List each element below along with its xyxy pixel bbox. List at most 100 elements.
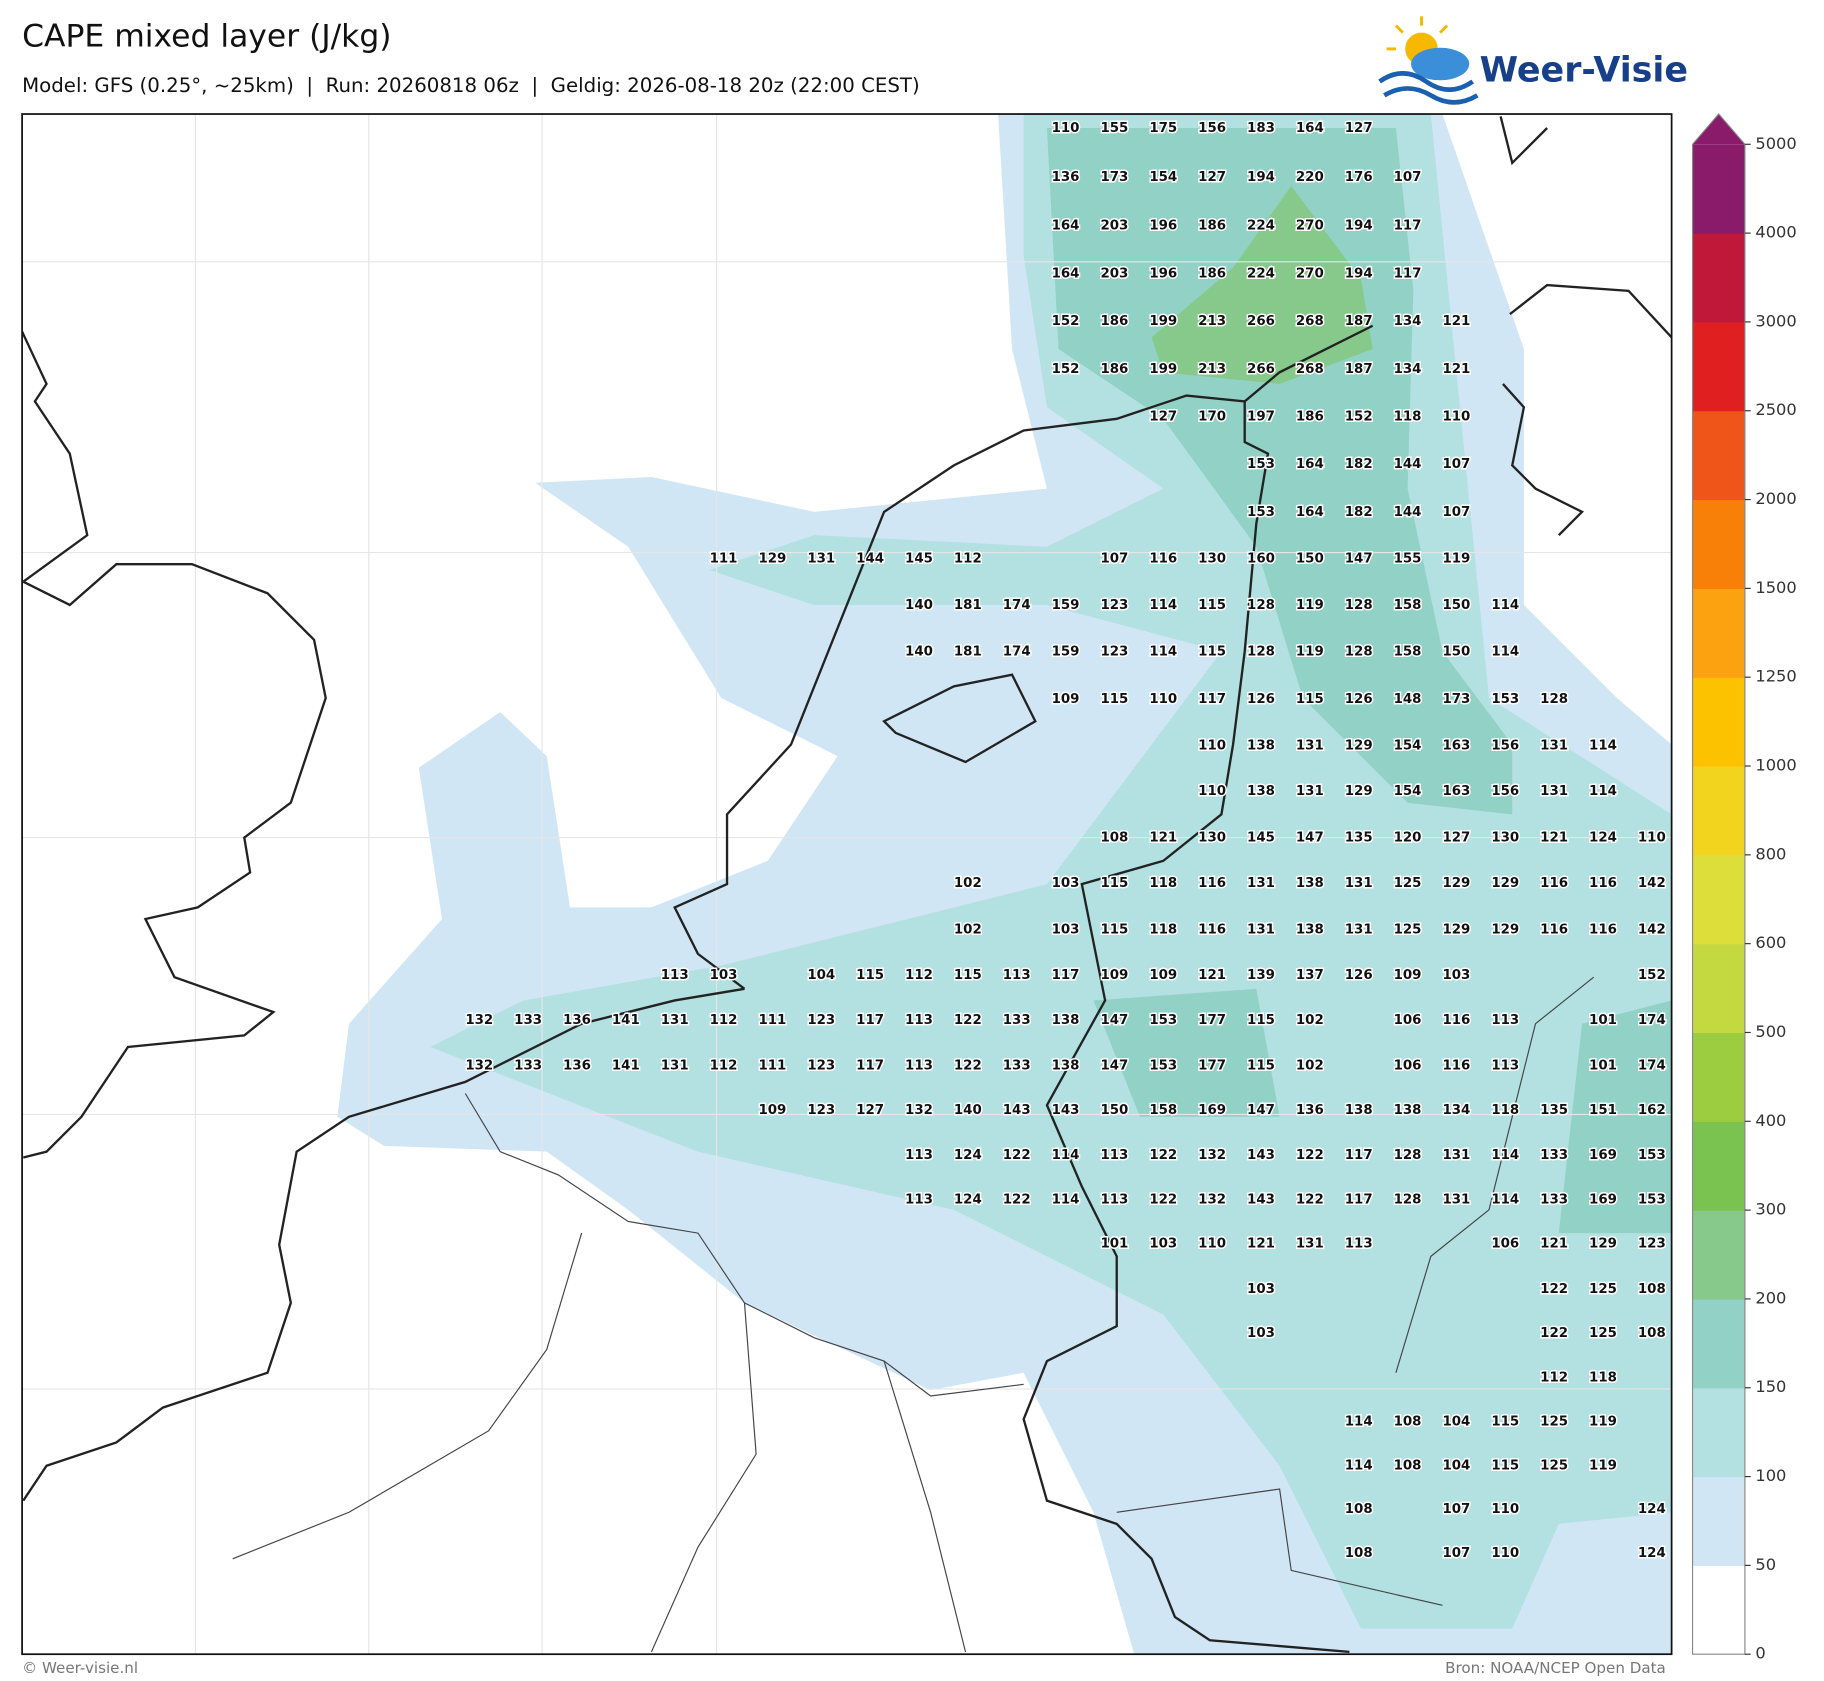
colorbar-tick-label: 200 bbox=[1755, 1288, 1786, 1307]
value-labels: 110 155 175 156 183 164 127 136 173 154 127 194 220 1… bbox=[464, 120, 1667, 1563]
cape-value: 160 bbox=[1247, 551, 1275, 566]
cape-value: 110 bbox=[1149, 692, 1177, 707]
cape-value: 119 bbox=[1296, 644, 1324, 659]
cape-value: 116 bbox=[1442, 1059, 1470, 1074]
cape-value: 128 bbox=[1394, 1192, 1422, 1207]
cape-value: 186 bbox=[1198, 219, 1226, 234]
cape-value: 121 bbox=[1540, 831, 1568, 846]
cape-value: 103 bbox=[1149, 1237, 1177, 1252]
cape-value: 119 bbox=[1296, 598, 1324, 613]
colorbar-band bbox=[1692, 499, 1745, 589]
cape-value: 130 bbox=[1198, 831, 1226, 846]
cape-value: 138 bbox=[1394, 1103, 1422, 1118]
colorbar-tick-label: 3000 bbox=[1755, 311, 1796, 330]
cape-value: 127 bbox=[1198, 170, 1226, 185]
cape-value: 127 bbox=[856, 1103, 884, 1118]
cape-value: 120 bbox=[1394, 831, 1422, 846]
cape-value: 169 bbox=[1589, 1192, 1617, 1207]
cape-value: 118 bbox=[1589, 1370, 1617, 1385]
cape-value: 102 bbox=[954, 876, 982, 891]
cape-value: 127 bbox=[1345, 121, 1373, 136]
cape-value: 173 bbox=[1442, 692, 1470, 707]
cape-value: 122 bbox=[954, 1013, 982, 1028]
cape-value: 129 bbox=[1345, 784, 1373, 799]
cape-value: 164 bbox=[1052, 266, 1080, 281]
cape-value: 133 bbox=[1003, 1013, 1031, 1028]
cape-value: 213 bbox=[1198, 314, 1226, 329]
colorbar-outline bbox=[1691, 113, 1746, 1655]
cape-value: 199 bbox=[1149, 314, 1177, 329]
cape-value: 134 bbox=[1394, 314, 1422, 329]
cape-value: 138 bbox=[1247, 739, 1275, 754]
colorbar-tick-label: 4000 bbox=[1755, 223, 1796, 242]
cape-value: 113 bbox=[1100, 1148, 1128, 1163]
cape-value: 143 bbox=[1052, 1103, 1080, 1118]
cape-value: 114 bbox=[1589, 784, 1617, 799]
cape-value: 176 bbox=[1345, 170, 1373, 185]
logo: Weer-Visie bbox=[1378, 16, 1688, 105]
cape-value: 118 bbox=[1149, 922, 1177, 937]
cape-value: 162 bbox=[1638, 1103, 1666, 1118]
cape-value: 131 bbox=[1345, 876, 1373, 891]
cape-value: 213 bbox=[1198, 362, 1226, 377]
cape-value: 135 bbox=[1540, 1103, 1568, 1118]
cape-value: 110 bbox=[1638, 831, 1666, 846]
cape-value: 174 bbox=[1638, 1059, 1666, 1074]
cape-value: 117 bbox=[1394, 266, 1422, 281]
colorbar-band bbox=[1692, 677, 1745, 767]
cape-value: 136 bbox=[1052, 170, 1080, 185]
colorbar-tick-label: 0 bbox=[1755, 1644, 1765, 1663]
cape-value: 145 bbox=[905, 551, 933, 566]
cape-value: 174 bbox=[1003, 644, 1031, 659]
colorbar-extend bbox=[1692, 114, 1745, 145]
cape-value: 186 bbox=[1100, 362, 1128, 377]
colorbar-band bbox=[1692, 766, 1745, 856]
cape-value: 194 bbox=[1345, 266, 1373, 281]
cape-value: 143 bbox=[1003, 1103, 1031, 1118]
cape-value: 266 bbox=[1247, 362, 1275, 377]
cape-value: 131 bbox=[807, 551, 835, 566]
cape-value: 138 bbox=[1296, 922, 1324, 937]
colorbar-band bbox=[1692, 1210, 1745, 1300]
cape-value: 131 bbox=[1442, 1148, 1470, 1163]
colorbar-band bbox=[1692, 588, 1745, 678]
cape-value: 182 bbox=[1345, 457, 1373, 472]
title: CAPE mixed layer (J/kg) bbox=[22, 19, 391, 55]
cape-value: 131 bbox=[661, 1013, 689, 1028]
cape-value: 123 bbox=[807, 1059, 835, 1074]
cape-value: 131 bbox=[1345, 922, 1373, 937]
cape-value: 127 bbox=[1442, 831, 1470, 846]
colorbar: 0 50 100 150 200 300 400 500 600 800 1000 1250 1500 2… bbox=[1691, 113, 1797, 1663]
cape-value: 138 bbox=[1345, 1103, 1373, 1118]
cape-value: 150 bbox=[1442, 644, 1470, 659]
cape-value: 124 bbox=[954, 1148, 982, 1163]
cape-value: 101 bbox=[1100, 1237, 1128, 1252]
cape-value: 102 bbox=[1296, 1059, 1324, 1074]
cape-value: 144 bbox=[1394, 457, 1422, 472]
cape-value: 107 bbox=[1394, 170, 1422, 185]
colorbar-band bbox=[1692, 144, 1745, 234]
cape-value: 129 bbox=[1491, 922, 1519, 937]
cape-value: 153 bbox=[1638, 1148, 1666, 1163]
cape-value: 118 bbox=[1491, 1103, 1519, 1118]
cape-value: 108 bbox=[1100, 831, 1128, 846]
map: 110 155 175 156 183 164 127 136 173 154 127 194 220 1… bbox=[22, 114, 1672, 1655]
cape-value: 132 bbox=[1198, 1192, 1226, 1207]
cape-value: 112 bbox=[954, 551, 982, 566]
cape-value: 114 bbox=[1491, 598, 1519, 613]
cape-value: 133 bbox=[1540, 1192, 1568, 1207]
cape-value: 131 bbox=[1442, 1192, 1470, 1207]
cape-value: 123 bbox=[1100, 644, 1128, 659]
cape-value: 116 bbox=[1540, 876, 1568, 891]
colorbar-band bbox=[1692, 1121, 1745, 1211]
cape-value: 128 bbox=[1247, 644, 1275, 659]
cape-value: 103 bbox=[1247, 1326, 1275, 1341]
cape-value: 118 bbox=[1149, 876, 1177, 891]
cape-value: 150 bbox=[1442, 598, 1470, 613]
cape-value: 197 bbox=[1247, 409, 1275, 424]
cape-value: 114 bbox=[1149, 644, 1177, 659]
cape-value: 110 bbox=[1491, 1546, 1519, 1561]
cape-value: 123 bbox=[1638, 1237, 1666, 1252]
cape-value: 154 bbox=[1394, 739, 1422, 754]
